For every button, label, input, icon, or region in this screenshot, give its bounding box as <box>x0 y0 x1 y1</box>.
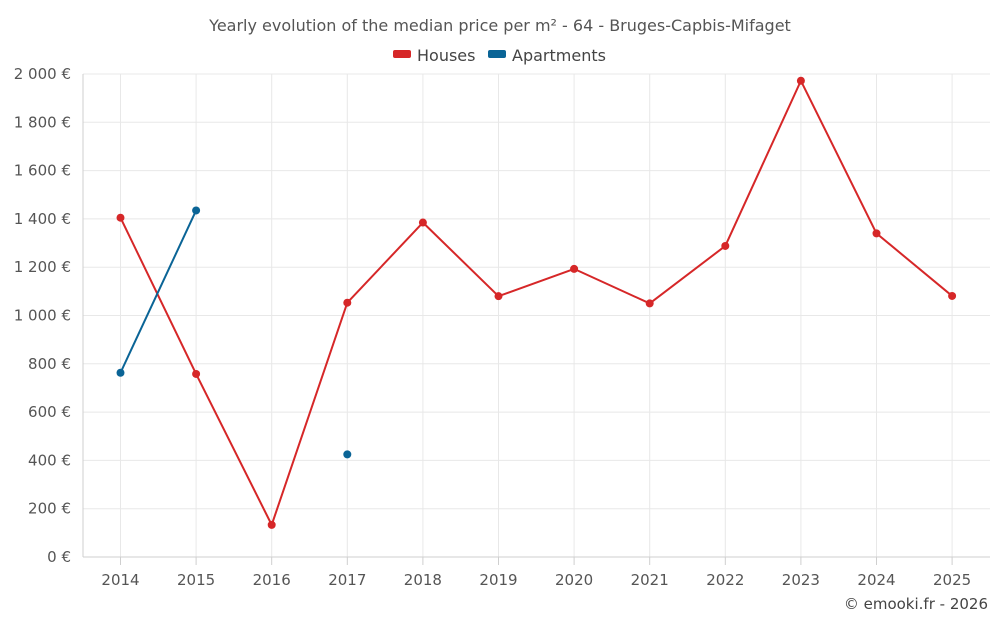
legend[interactable]: Houses Apartments <box>393 46 606 65</box>
legend-item-apartments[interactable]: Apartments <box>488 46 606 65</box>
data-point-apartments[interactable] <box>116 368 125 377</box>
data-point-houses[interactable] <box>418 218 427 227</box>
y-tick-label: 600 € <box>28 403 71 421</box>
data-point-apartments[interactable] <box>192 206 201 215</box>
data-point-houses[interactable] <box>494 292 503 301</box>
legend-label-houses: Houses <box>417 46 475 65</box>
series <box>116 76 957 529</box>
x-tick-label: 2018 <box>404 571 442 589</box>
legend-swatch-houses <box>393 50 411 58</box>
x-tick-label: 2020 <box>555 571 593 589</box>
axes: 0 € 200 € 400 € 600 € 800 € 1 000 € 1 200 € 1 4… <box>14 65 990 589</box>
legend-swatch-apartments <box>488 50 506 58</box>
y-tick-label: 1 800 € <box>14 113 71 131</box>
y-tick-label: 200 € <box>28 500 71 518</box>
data-point-houses[interactable] <box>343 298 352 307</box>
x-tick-label: 2023 <box>782 571 820 589</box>
data-point-houses[interactable] <box>267 520 276 529</box>
data-point-apartments[interactable] <box>343 450 352 459</box>
data-point-houses[interactable] <box>116 213 125 222</box>
x-tick-label: 2019 <box>479 571 517 589</box>
credit-text: © emooki.fr - 2026 <box>844 595 988 613</box>
y-tick-label: 1 400 € <box>14 210 71 228</box>
legend-item-houses[interactable]: Houses <box>393 46 475 65</box>
y-tick-label: 2 000 € <box>14 65 71 83</box>
y-tick-label: 800 € <box>28 355 71 373</box>
x-tick-label: 2025 <box>933 571 971 589</box>
data-point-houses[interactable] <box>721 241 730 250</box>
y-tick-label: 400 € <box>28 451 71 469</box>
grid <box>83 73 990 557</box>
series-line-apartments <box>119 210 198 374</box>
data-point-houses[interactable] <box>948 291 957 300</box>
data-point-houses[interactable] <box>796 76 805 85</box>
series-houses <box>116 76 957 529</box>
x-tick-label: 2021 <box>631 571 669 589</box>
x-tick-label: 2014 <box>101 571 139 589</box>
chart-title: Yearly evolution of the median price per… <box>208 16 791 35</box>
x-tick-label: 2017 <box>328 571 366 589</box>
data-point-houses[interactable] <box>645 299 654 308</box>
data-point-houses[interactable] <box>872 229 881 238</box>
x-tick-label: 2022 <box>706 571 744 589</box>
y-tick-label: 1 000 € <box>14 307 71 325</box>
series-apartments <box>116 206 352 459</box>
y-tick-label: 1 200 € <box>14 258 71 276</box>
legend-label-apartments: Apartments <box>512 46 606 65</box>
y-tick-label: 0 € <box>47 548 71 566</box>
series-line-houses <box>119 79 953 526</box>
data-point-houses[interactable] <box>570 264 579 273</box>
y-tick-label: 1 600 € <box>14 162 71 180</box>
x-tick-label: 2024 <box>857 571 895 589</box>
x-tick-label: 2016 <box>253 571 291 589</box>
data-point-houses[interactable] <box>192 369 201 378</box>
x-tick-label: 2015 <box>177 571 215 589</box>
